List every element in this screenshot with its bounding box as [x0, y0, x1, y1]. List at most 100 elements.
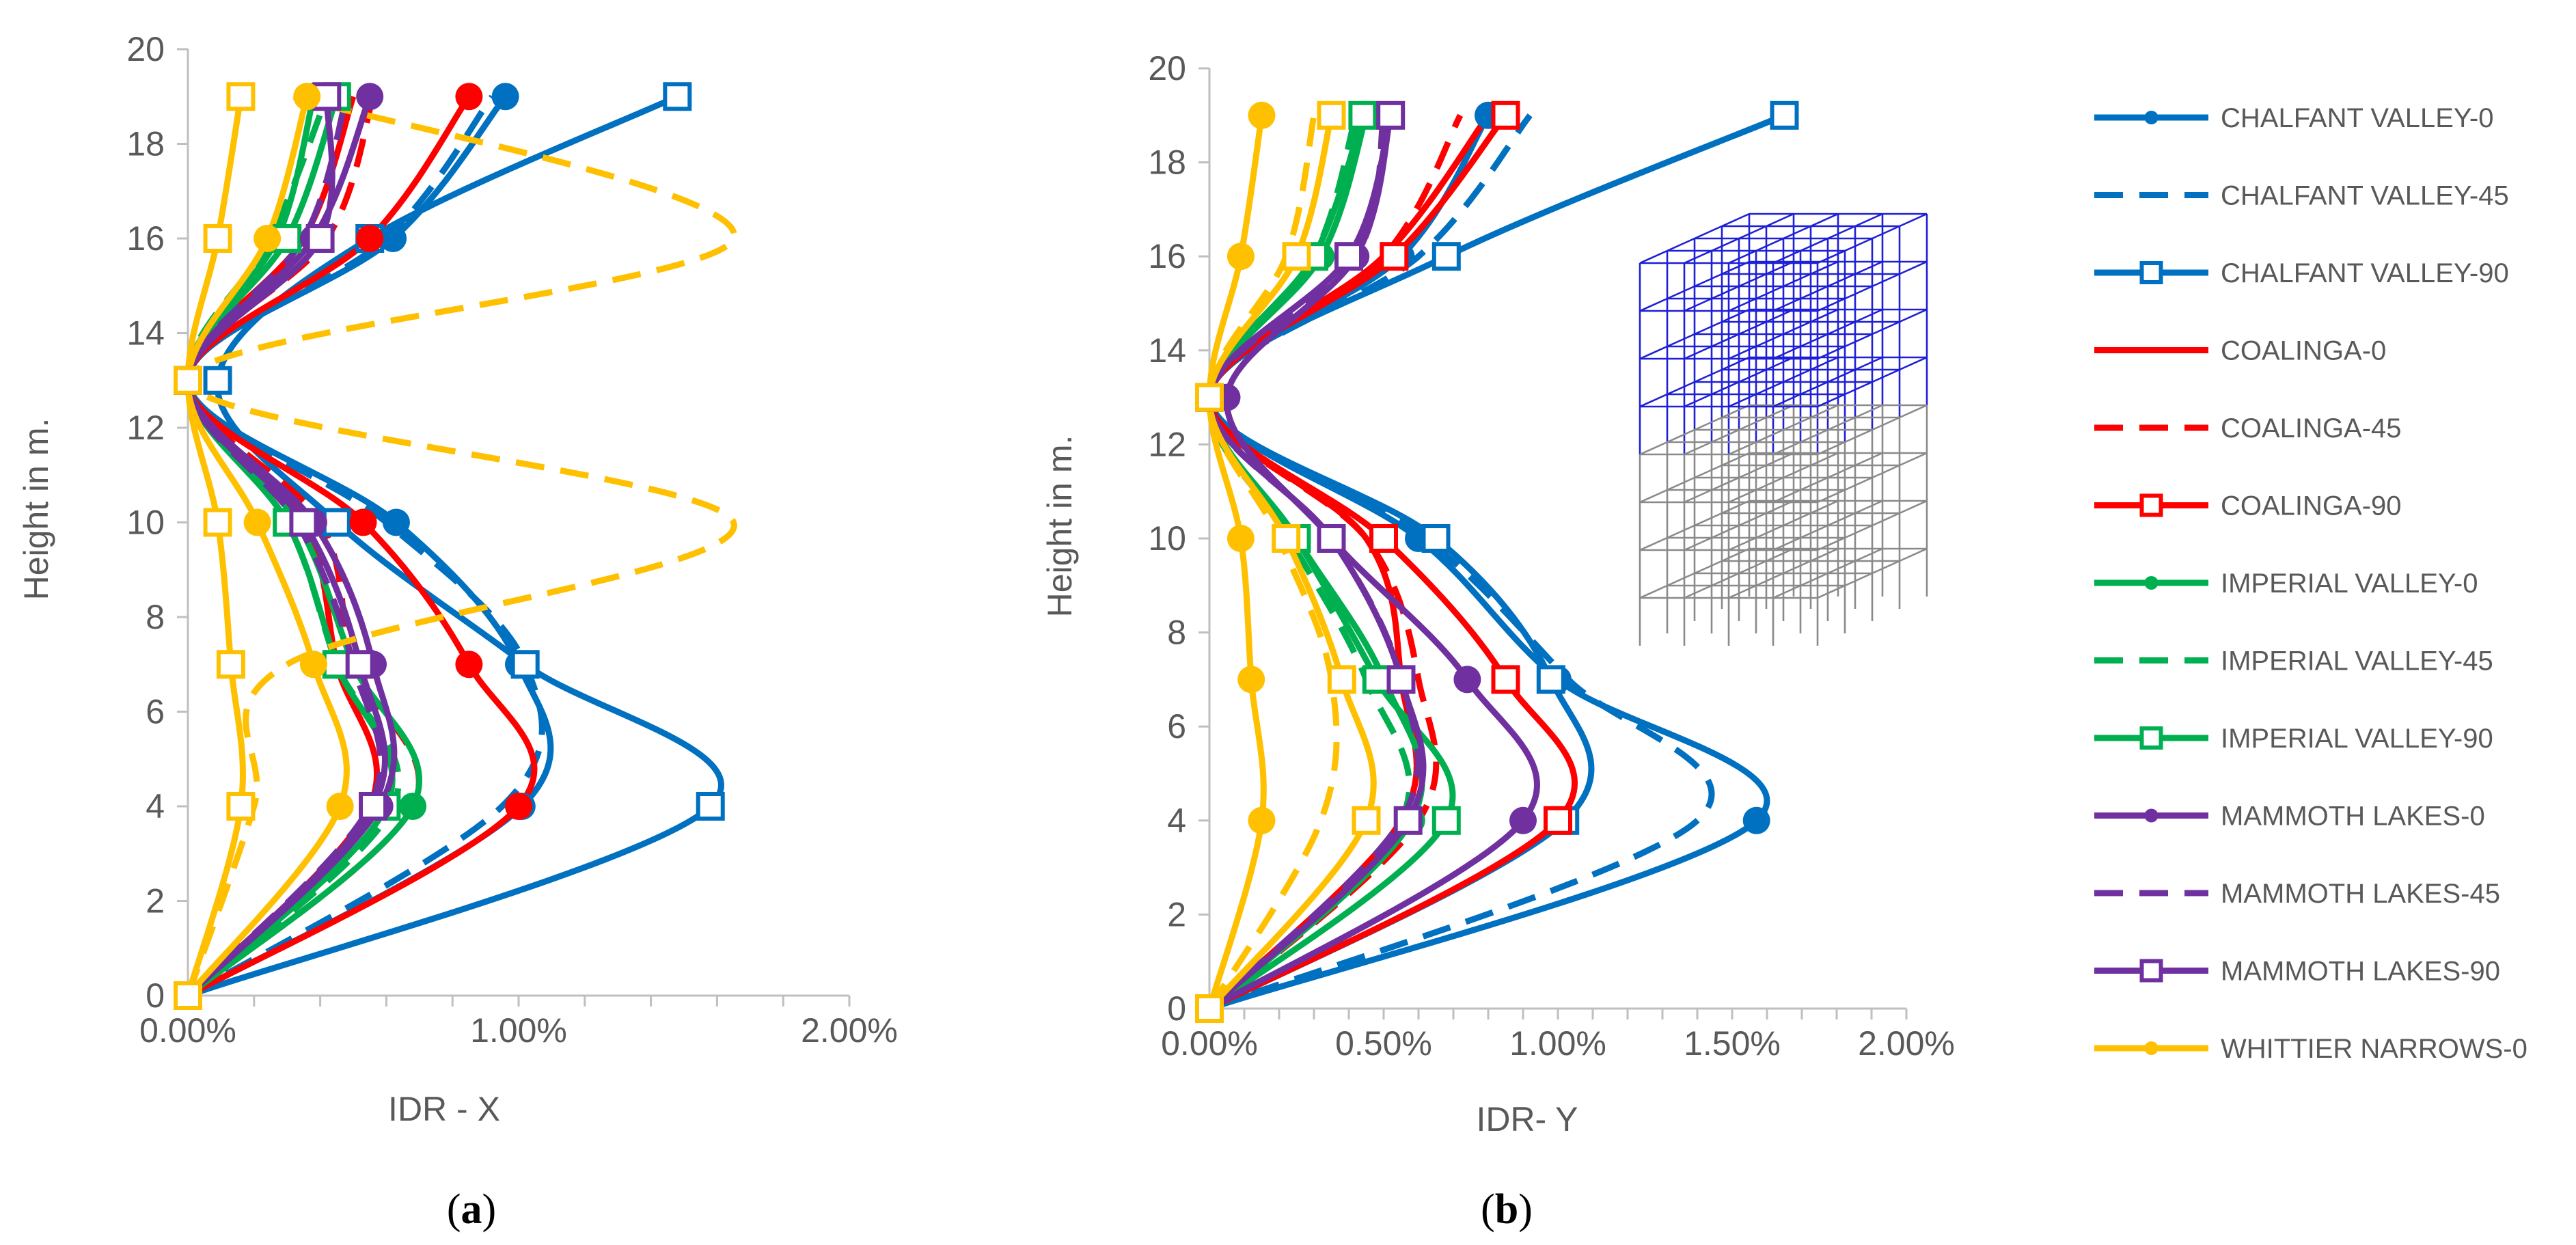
frame-beam: [1738, 464, 1767, 479]
frame-beam: [1694, 368, 1723, 383]
frame-beam: [1711, 381, 1740, 396]
frame-beam: [1639, 441, 1668, 456]
frame-beam: [1827, 464, 1856, 479]
chart-b-point-mammoth-lakes-90: [1393, 806, 1423, 835]
chart-b-point-whittier-narrows-0: [1227, 525, 1255, 552]
frame-beam: [1817, 249, 1846, 264]
frame-beam: [1667, 333, 1695, 348]
frame-beam: [1738, 560, 1767, 575]
frame-beam: [1854, 308, 1883, 323]
chart-a-point-chalfant-valley-90: [322, 508, 351, 537]
chart-b-point-coalinga-90: [1491, 665, 1520, 694]
frame-beam: [1711, 572, 1740, 587]
legend-item: COALINGA-0: [2094, 336, 2386, 366]
frame-beam: [1639, 489, 1668, 504]
frame-beam: [1728, 441, 1757, 456]
frame-beam: [1827, 368, 1856, 383]
frame-beam: [1667, 285, 1695, 300]
frame-beam: [1810, 500, 1839, 515]
frame-beam: [1844, 476, 1873, 491]
chart-b-tick-labels: 0 2 4 6 8 10 12 14 16 18 20 0.00% 0.50% 1.00% 1.50% 2.0…: [1148, 49, 1955, 1063]
frame-beam: [1810, 213, 1839, 228]
chart-b-ytick-label: 18: [1148, 143, 1186, 182]
frame-beam: [1711, 476, 1740, 491]
chart-b-xtick-label: 0.50%: [1335, 1024, 1432, 1063]
frame-beam: [1827, 512, 1856, 527]
frame-beam: [1827, 416, 1856, 431]
frame-beam: [1772, 536, 1801, 551]
chart-a-ytick-label: 4: [146, 787, 165, 825]
frame-beam: [1854, 404, 1883, 419]
frame-beam: [1667, 237, 1695, 252]
legend-item: CHALFANT VALLEY-45: [2094, 181, 2509, 211]
chart-b-point-imperial-valley-90: [1431, 806, 1461, 835]
chart-a-point-mammoth-lakes-90: [289, 508, 318, 537]
frame-beam: [1872, 320, 1900, 336]
frame-beam: [1800, 237, 1828, 252]
frame-beam: [1810, 404, 1839, 419]
frame-beam: [1684, 536, 1712, 551]
chart-a-ytick-label: 8: [146, 598, 165, 636]
frame-beam: [1872, 225, 1900, 240]
chart-b-ytick-label: 20: [1148, 49, 1186, 87]
frame-beam: [1810, 547, 1839, 562]
chart-a-axes: [177, 48, 851, 1007]
legend-swatch-marker: [2139, 261, 2163, 284]
chart-a-ytick-label: 2: [146, 882, 165, 920]
caption-a: (a): [447, 1186, 496, 1233]
legend-label: CHALFANT VALLEY-90: [2221, 258, 2509, 288]
chart-a-point-chalfant-valley-90: [203, 366, 232, 395]
frame-beam: [1800, 285, 1828, 300]
legend-label: COALINGA-45: [2221, 413, 2402, 443]
frame-beam: [1639, 584, 1668, 599]
chart-b-ytick-label: 2: [1167, 895, 1186, 933]
chart-a-point-whittier-narrows-90: [226, 792, 256, 821]
chart-a-point-chalfant-valley-90: [510, 650, 540, 679]
chart-b-point-chalfant-valley-90: [1770, 100, 1799, 130]
chart-a-point-mammoth-lakes-90: [359, 792, 388, 821]
chart-b-ytick-label: 16: [1148, 237, 1186, 275]
building-frame-3d-icon: [1639, 213, 1928, 646]
legend-swatch-marker: [2139, 959, 2163, 983]
chart-a-point-whittier-narrows-90: [174, 981, 202, 1010]
chart-a-y-title: Height in m.: [17, 418, 55, 601]
frame-beam: [1827, 273, 1856, 288]
chart-b-point-coalinga-90: [1369, 524, 1398, 553]
frame-beam: [1772, 489, 1801, 504]
chart-a-point-mammoth-lakes-0: [356, 83, 384, 111]
caption-b: (b): [1481, 1186, 1533, 1233]
legend-swatch-marker: [2144, 808, 2159, 823]
frame-beam: [1800, 428, 1828, 443]
chart-b-point-mammoth-lakes-90: [1376, 100, 1406, 130]
chart-a-point-imperial-valley-0: [399, 793, 427, 820]
frame-beam: [1667, 572, 1695, 587]
frame-beam: [1772, 345, 1801, 360]
chart-b-point-chalfant-valley-90: [1421, 524, 1451, 553]
chart-b-xtick-label: 0.00%: [1161, 1024, 1258, 1063]
frame-beam: [1872, 416, 1900, 431]
legend-swatch-marker: [2144, 1041, 2159, 1055]
frame-beam: [1827, 560, 1856, 575]
chart-b-point-mammoth-lakes-90: [1386, 665, 1416, 694]
frame-beam: [1667, 524, 1695, 539]
legend-item: IMPERIAL VALLEY-45: [2094, 646, 2493, 676]
chart-b-ytick-label: 8: [1167, 614, 1186, 652]
frame-beam: [1738, 368, 1767, 383]
frame-beam: [1766, 213, 1794, 228]
frame-beam: [1738, 273, 1767, 288]
legend-item: CHALFANT VALLEY-90: [2094, 258, 2509, 288]
chart-a-point-coalinga-0: [356, 225, 384, 252]
frame-beam: [1899, 547, 1928, 562]
frame-beam: [1755, 237, 1784, 252]
frame-beam: [1899, 452, 1928, 467]
chart-b-point-mammoth-lakes-0: [1453, 666, 1481, 694]
legend-label: IMPERIAL VALLEY-0: [2221, 569, 2478, 599]
chart-a: 0 2 4 6 8 10 12 14 16 18 20 0.00% 1.00% 2.00% IDR - X…: [17, 30, 898, 1128]
legend-item: WHITTIER NARROWS-0: [2094, 1034, 2527, 1064]
frame-beam: [1694, 273, 1723, 288]
frame-beam: [1899, 500, 1928, 515]
frame-beam: [1817, 489, 1846, 504]
chart-a-point-imperial-valley-90: [322, 650, 351, 679]
frame-beam: [1844, 428, 1873, 443]
